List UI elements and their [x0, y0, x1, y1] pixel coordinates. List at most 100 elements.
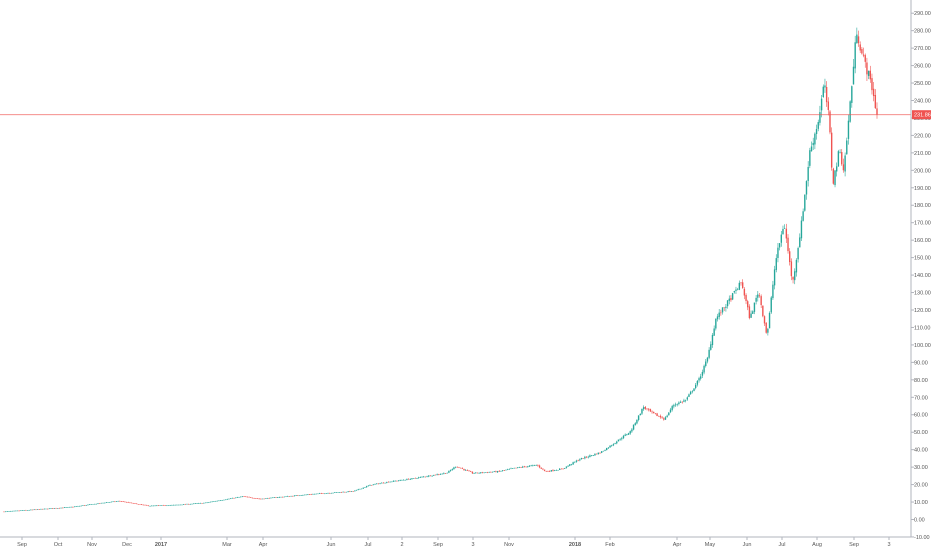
candle-down	[498, 470, 500, 472]
candle-up	[63, 507, 66, 508]
candle-up	[464, 469, 467, 471]
y-tick-label: 170.00	[914, 221, 931, 227]
candle-up	[800, 220, 803, 239]
candle-up	[365, 486, 368, 488]
candle-down	[292, 495, 294, 497]
candle-up	[182, 504, 185, 505]
candle-up	[161, 505, 163, 506]
candle-up	[809, 150, 811, 166]
candle-down	[396, 480, 398, 482]
candle-up	[810, 146, 813, 152]
candle-down	[414, 478, 417, 479]
candle-down	[730, 298, 732, 301]
y-tick-label: 30.00	[914, 465, 928, 471]
candle-up	[711, 334, 714, 346]
candle-up	[506, 469, 509, 470]
candle-down	[328, 493, 331, 494]
candle-down	[829, 111, 831, 133]
candle-up	[50, 508, 52, 509]
candle-up	[53, 508, 56, 509]
candle-up	[706, 357, 709, 362]
candle-down	[320, 493, 323, 494]
candle-up	[513, 467, 516, 469]
candle-up	[673, 405, 675, 407]
candle-down	[83, 505, 86, 506]
candle-down	[275, 497, 277, 498]
candle-down	[46, 508, 49, 510]
candle-up	[181, 504, 183, 506]
candle-up	[88, 504, 91, 506]
candle-up	[517, 467, 519, 468]
candle-up	[213, 501, 215, 502]
y-tick-label: 20.00	[914, 483, 928, 489]
candle-up	[478, 472, 480, 474]
candle-up	[354, 490, 356, 492]
candle-up	[755, 297, 757, 302]
candle-up	[752, 311, 754, 314]
candle-up	[401, 479, 403, 481]
candle-up	[303, 494, 306, 496]
candle-up	[241, 496, 244, 498]
candle-up	[570, 464, 573, 465]
candle-down	[459, 467, 462, 469]
candle-down	[124, 501, 126, 503]
candle-up	[159, 505, 161, 507]
y-tick-label: 40.00	[914, 448, 928, 454]
candle-up	[676, 404, 678, 405]
candle-up	[397, 480, 400, 482]
candle-down	[25, 510, 27, 511]
candle-up	[449, 470, 452, 472]
candle-up	[852, 66, 855, 85]
x-tick-label: Apr	[259, 542, 268, 548]
candle-up	[510, 468, 512, 470]
candle-up	[632, 424, 635, 430]
x-tick-label: Jul	[778, 542, 785, 548]
candle-up	[261, 498, 264, 500]
candle-down	[424, 476, 427, 478]
candle-up	[666, 415, 668, 417]
candle-down	[538, 465, 541, 468]
candle-down	[740, 282, 742, 284]
candle-down	[370, 484, 373, 486]
y-tick-label: 140.00	[914, 273, 931, 279]
candle-up	[851, 86, 853, 103]
candle-down	[537, 465, 539, 466]
candle-up	[376, 483, 378, 485]
candle-up	[616, 441, 618, 444]
candle-up	[423, 476, 425, 478]
candle-up	[283, 496, 286, 498]
candle-down	[72, 506, 74, 508]
candle-up	[700, 376, 702, 379]
current-price-badge-bg	[912, 110, 931, 120]
x-tick-label: 2018	[569, 542, 581, 548]
candle-up	[436, 474, 438, 476]
candle-up	[273, 497, 275, 498]
y-tick-label: 150.00	[914, 256, 931, 262]
candle-up	[43, 508, 45, 510]
candle-up	[226, 499, 228, 500]
candle-down	[463, 468, 465, 471]
candle-down	[562, 468, 564, 470]
candle-up	[587, 456, 589, 458]
candle-down	[461, 468, 464, 469]
candle-up	[799, 237, 801, 248]
candle-down	[135, 503, 138, 505]
candle-down	[832, 168, 835, 184]
candle-up	[77, 506, 79, 507]
candle-up	[767, 328, 769, 333]
candle-up	[8, 511, 10, 512]
candle-down	[681, 401, 683, 403]
candle-up	[501, 470, 504, 472]
candle-up	[505, 469, 507, 471]
candle-up	[177, 504, 180, 506]
candle-up	[522, 466, 524, 468]
candle-down	[162, 505, 165, 506]
candle-down	[256, 498, 259, 499]
candle-up	[606, 448, 608, 451]
candle-down	[458, 467, 460, 469]
x-tick-label: Apr	[673, 542, 682, 548]
candle-up	[219, 500, 222, 501]
y-tick-label: 220.00	[914, 133, 931, 139]
candle-up	[668, 412, 670, 416]
candle-down	[747, 301, 749, 308]
